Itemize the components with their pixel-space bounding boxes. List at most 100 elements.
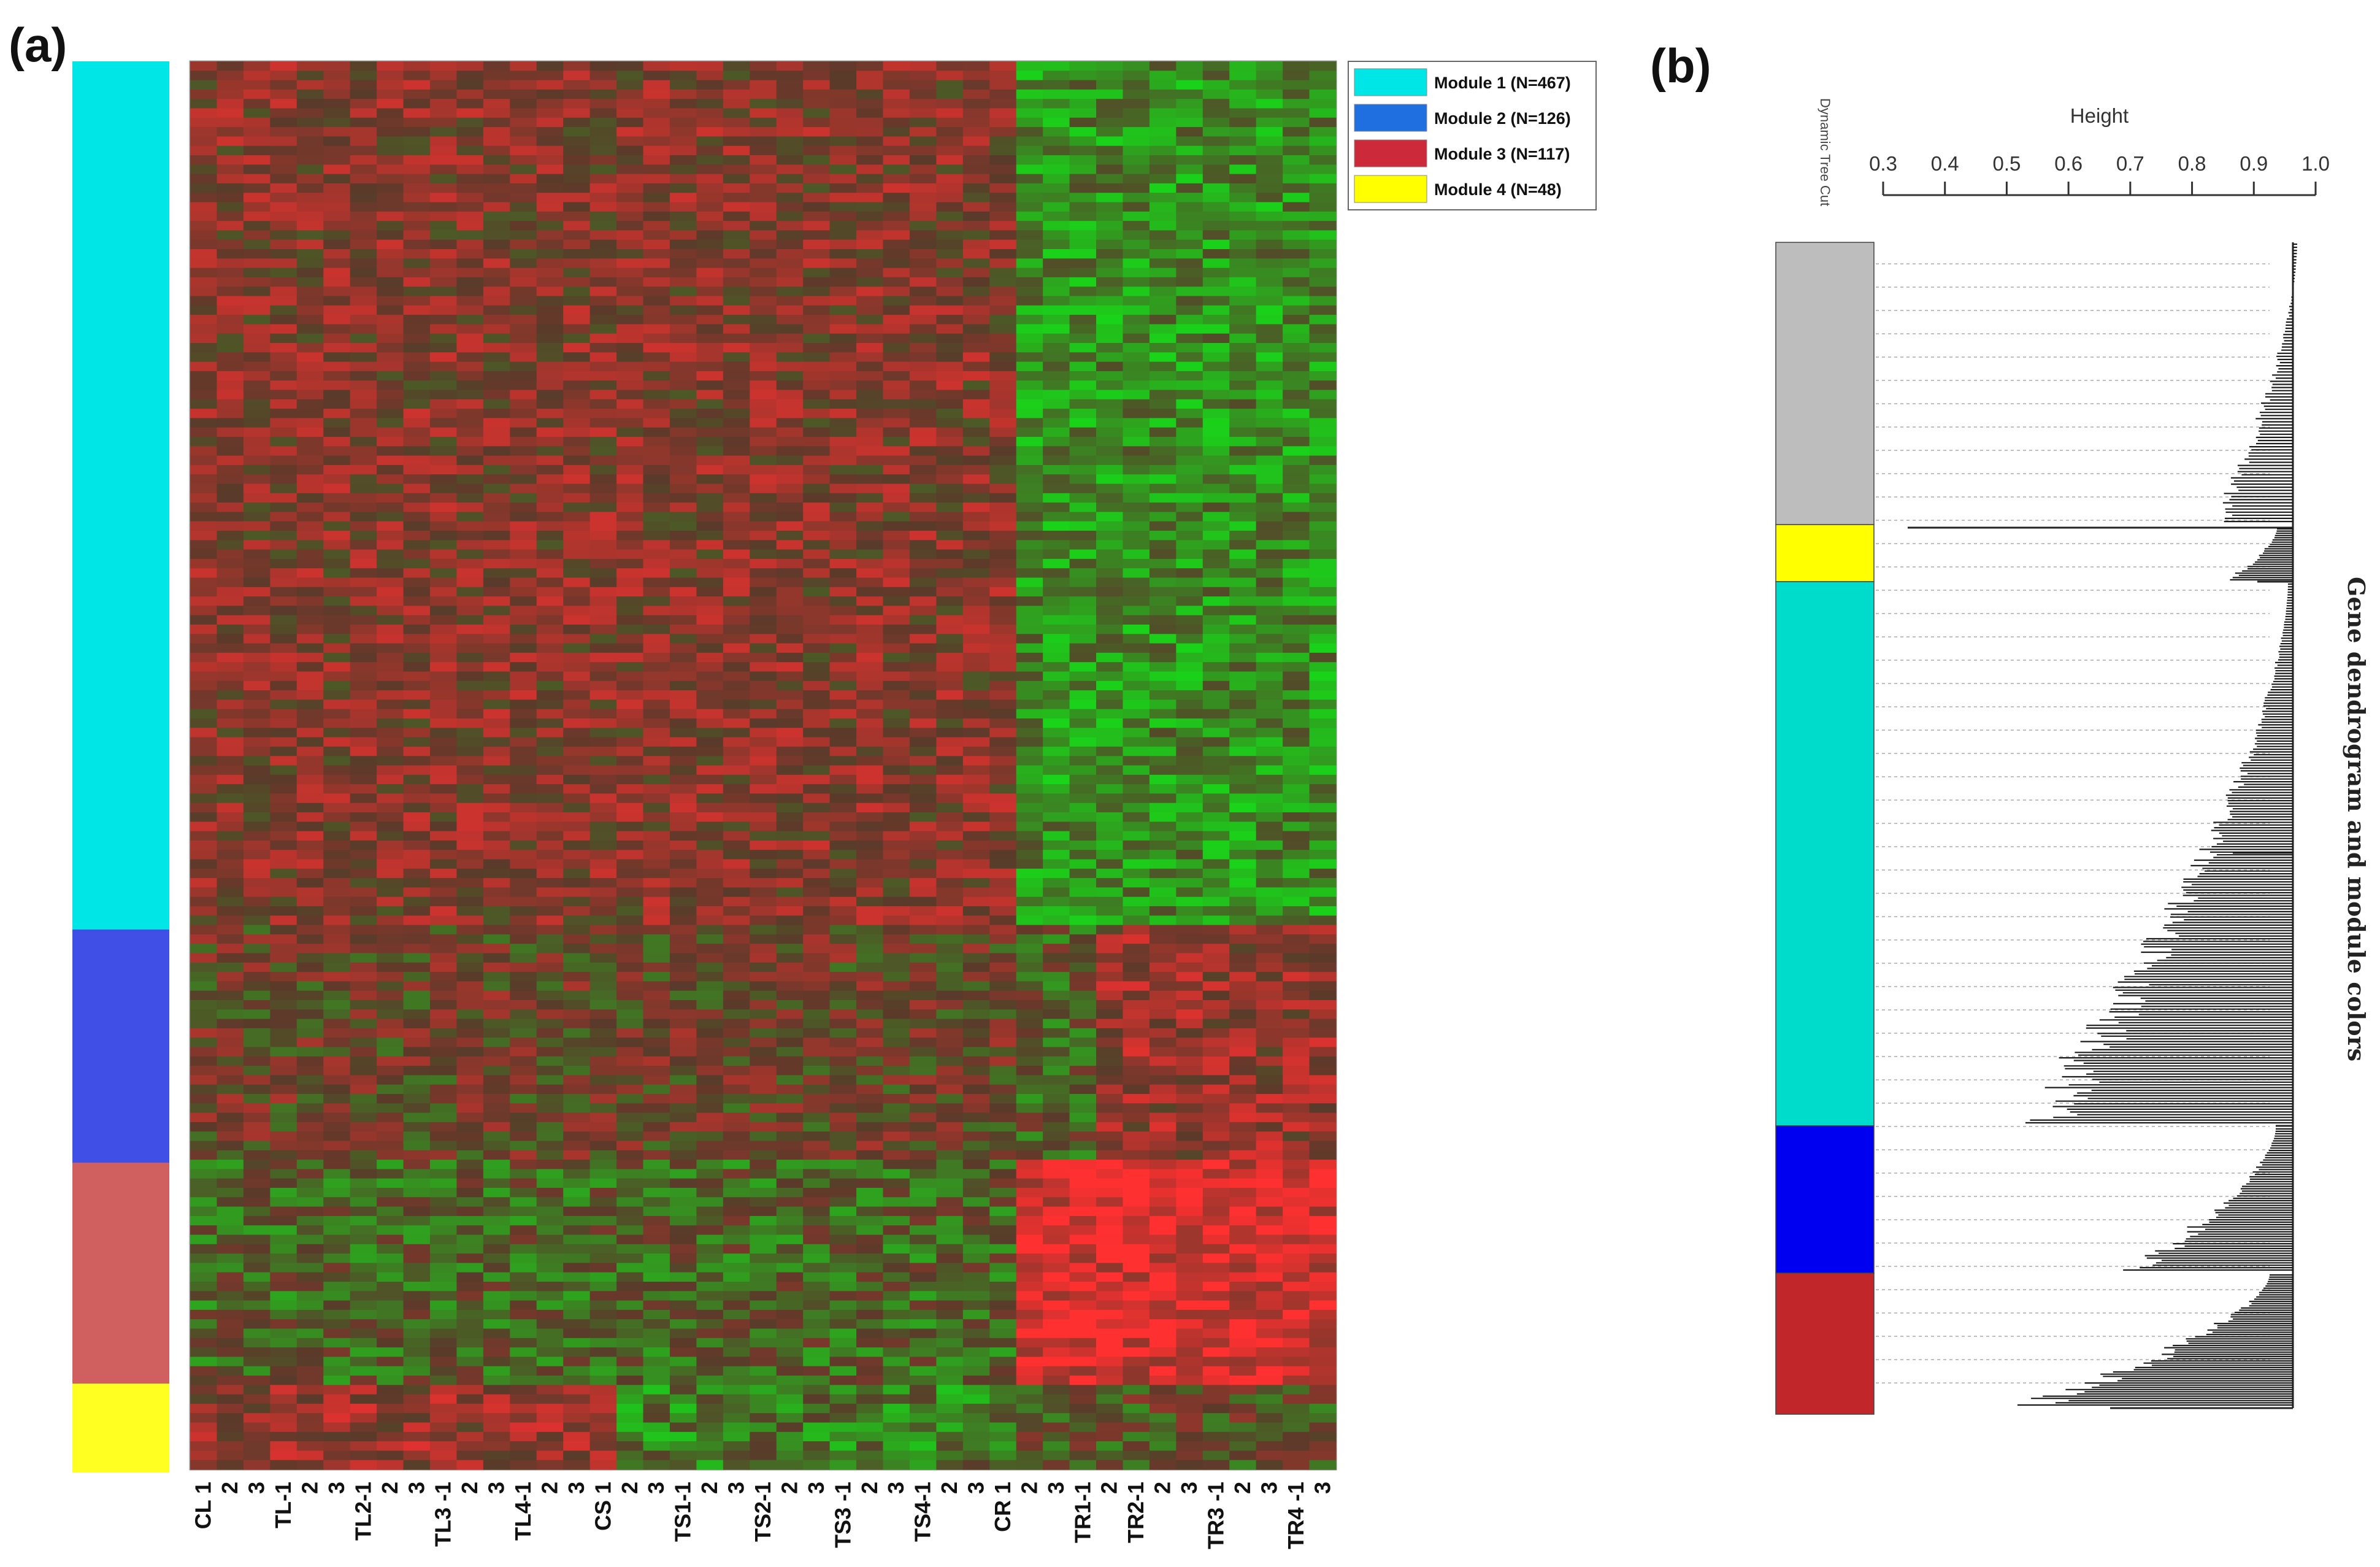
heatmap-cell [616, 239, 644, 250]
heatmap-cell [190, 1038, 218, 1048]
heatmap-cell [1256, 1047, 1283, 1057]
heatmap-cell [989, 315, 1017, 325]
heatmap-cell [856, 1112, 884, 1123]
heatmap-cell [1176, 1009, 1203, 1020]
heatmap-cell [1096, 145, 1124, 156]
heatmap-cell [962, 568, 990, 579]
heatmap-cell [403, 1122, 431, 1132]
heatmap-cell [643, 680, 670, 691]
heatmap-cell [696, 1066, 724, 1076]
heatmap-cell [217, 962, 244, 972]
heatmap-cell [323, 944, 351, 954]
heatmap-cell [883, 972, 910, 982]
heatmap-cell [243, 606, 271, 616]
heatmap-cell [829, 1018, 857, 1029]
heatmap-cell [403, 568, 431, 579]
heatmap-cell [589, 634, 617, 644]
heatmap-cell [1149, 990, 1177, 1001]
heatmap-cell [750, 1122, 777, 1132]
heatmap-cell [589, 868, 617, 879]
heatmap-cell [429, 512, 458, 522]
heatmap-cell [589, 850, 617, 860]
heatmap-cell [962, 230, 990, 241]
heatmap-cell [936, 61, 964, 71]
heatmap-cell [803, 615, 831, 625]
heatmap-cell [190, 671, 218, 682]
heatmap-cell [1202, 896, 1230, 907]
heatmap-cell [377, 193, 404, 203]
heatmap-cell [1256, 296, 1283, 306]
heatmap-cell [456, 193, 484, 203]
heatmap-cell [1149, 878, 1177, 888]
heatmap-cell [243, 793, 271, 804]
heatmap-cell [1149, 868, 1177, 879]
heatmap-cell [1256, 699, 1283, 710]
heatmap-cell [403, 1094, 431, 1104]
heatmap-cell [750, 1056, 777, 1066]
heatmap-cell [776, 117, 804, 128]
heatmap-cell [296, 164, 324, 175]
heatmap-cell [883, 183, 910, 193]
heatmap-cell [696, 840, 724, 850]
heatmap-cell [723, 831, 750, 841]
heatmap-cell [589, 606, 617, 616]
heatmap-cell [296, 680, 324, 691]
heatmap-cell [989, 953, 1017, 963]
heatmap-cell [776, 878, 804, 888]
heatmap-cell [1176, 352, 1203, 363]
heatmap-cell [350, 756, 377, 766]
heatmap-cell [243, 371, 271, 381]
heatmap-cell [1283, 1066, 1310, 1076]
heatmap-cell [1016, 164, 1043, 175]
heatmap-cell [643, 446, 670, 456]
heatmap-cell [456, 868, 484, 879]
heatmap-cell [936, 671, 964, 682]
heatmap-cell [1176, 427, 1203, 437]
heatmap-cell [323, 80, 351, 90]
heatmap-cell [723, 625, 750, 634]
heatmap-cell [1202, 202, 1230, 212]
heatmap-cell [1202, 230, 1230, 241]
heatmap-cell [616, 1141, 644, 1151]
heatmap-cell [296, 531, 324, 541]
heatmap-cell [962, 765, 990, 776]
heatmap-cell [1309, 427, 1337, 437]
heatmap-cell [829, 765, 857, 776]
heatmap-cell [643, 1028, 670, 1038]
heatmap-cell [936, 211, 964, 221]
heatmap-cell [1149, 258, 1177, 269]
heatmap-cell [510, 577, 537, 588]
heatmap-cell [803, 625, 831, 634]
heatmap-cell [856, 1131, 884, 1142]
heatmap-cell [1149, 315, 1177, 325]
heatmap-cell [1149, 1141, 1177, 1151]
heatmap-cell [456, 268, 484, 278]
heatmap-cell [643, 615, 670, 625]
heatmap-cell [429, 831, 458, 841]
heatmap-cell [1256, 662, 1283, 672]
heatmap-cell [429, 953, 458, 963]
heatmap-cell [776, 164, 804, 175]
heatmap-cell [643, 1009, 670, 1020]
heatmap-cell [750, 1094, 777, 1104]
heatmap-cell [589, 333, 617, 344]
heatmap-cell [1256, 268, 1283, 278]
heatmap-cell [909, 840, 937, 850]
heatmap-cell [1309, 474, 1337, 485]
heatmap-cell [723, 962, 750, 972]
heatmap-cell [429, 71, 458, 81]
heatmap-cell [1176, 61, 1203, 71]
heatmap-cell [1309, 399, 1337, 409]
heatmap-cell [776, 934, 804, 944]
heatmap-cell [536, 521, 564, 531]
heatmap-cell [1229, 352, 1257, 363]
heatmap-cell [723, 1103, 750, 1114]
heatmap-cell [456, 343, 484, 353]
heatmap-cell [936, 540, 964, 550]
heatmap-cell [696, 61, 724, 71]
heatmap-cell [563, 906, 591, 916]
heatmap-cell [1229, 1056, 1257, 1066]
heatmap-cell [1123, 258, 1150, 269]
heatmap-cell [217, 896, 244, 907]
heatmap-cell [909, 1038, 937, 1048]
